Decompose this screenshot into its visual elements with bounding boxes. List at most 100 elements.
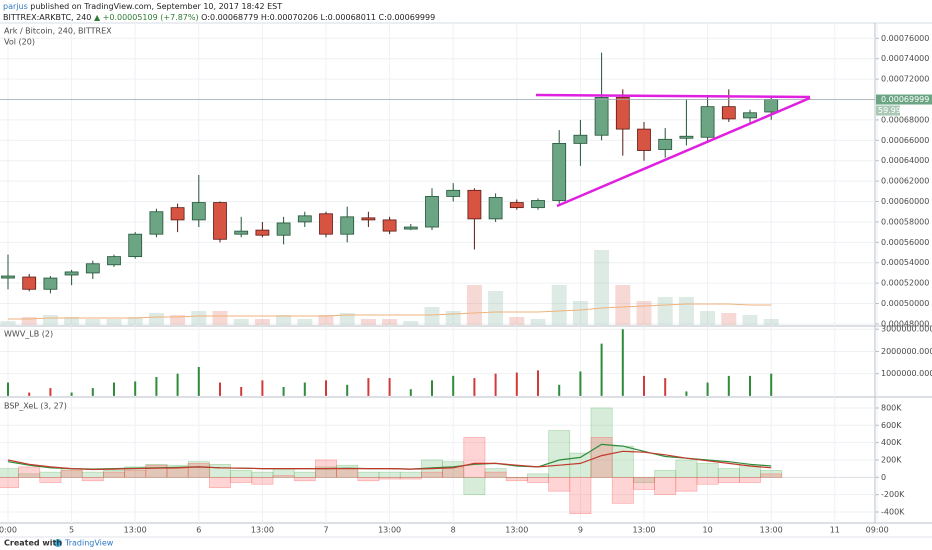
x-tick-label: 10 — [703, 526, 713, 535]
wwv-bar — [113, 382, 115, 396]
bsp-bar — [166, 468, 189, 478]
candle-body — [319, 213, 333, 235]
y-tick-label: 0 — [881, 473, 886, 482]
wwv-bar — [325, 380, 327, 396]
volume-bar — [636, 301, 652, 325]
bsp-bar — [293, 471, 316, 478]
candle-body — [85, 263, 100, 274]
volume-bar — [0, 321, 16, 325]
candle-body — [531, 200, 545, 209]
y-tick-label: -400K — [881, 507, 905, 516]
bsp-bar — [760, 473, 783, 478]
bsp-bar — [209, 477, 231, 489]
volume-bar — [700, 311, 716, 325]
volume-bar — [466, 285, 482, 325]
y-tick-label: 0.00058000 — [881, 217, 929, 226]
x-tick-label: 8 — [451, 526, 456, 535]
volume-bar — [254, 319, 270, 325]
wwv-bar — [537, 370, 539, 396]
candle-body — [721, 106, 736, 120]
volume-bar — [233, 319, 249, 325]
bsp-bar — [548, 477, 571, 492]
volume-bar — [276, 315, 292, 325]
bsp-bar — [209, 464, 231, 478]
symbol-line: BITTREX:ARKBTC, 240 ▲ +0.00005109 (+7.87… — [3, 13, 435, 22]
bsp-bar — [81, 477, 104, 482]
volume-bar — [106, 319, 122, 325]
support-line — [556, 96, 811, 208]
bsp-bar — [272, 475, 295, 478]
wwv-bar — [749, 375, 751, 396]
volume-bar — [191, 311, 207, 325]
bsp-bar — [230, 470, 253, 478]
wwv-bar — [558, 384, 561, 396]
bsp-bar — [717, 477, 740, 483]
x-tick-label: 9 — [578, 526, 583, 535]
candle-body — [552, 142, 567, 201]
candle-body — [340, 216, 355, 235]
wwv-bar — [346, 384, 349, 396]
bsp-bar — [39, 477, 62, 483]
bsp-bar — [103, 471, 125, 478]
volume-bar — [127, 317, 143, 325]
candle-body — [276, 222, 291, 236]
candle-body — [297, 215, 312, 223]
x-tick-label: 11 — [830, 526, 840, 535]
resistance-line — [535, 93, 811, 99]
bsp-bar — [145, 464, 168, 478]
x-tick-label: 0:00 — [0, 526, 17, 535]
wwv-bar — [515, 372, 518, 396]
volume-bar — [21, 317, 37, 325]
pane-title: Ark / Bitcoin, 240, BITTREX — [4, 27, 112, 36]
wwv-bar — [197, 367, 200, 396]
x-tick-label: 13:00 — [760, 526, 783, 535]
wwv-bar — [367, 378, 370, 396]
candle-body — [509, 202, 524, 209]
volume-bar — [64, 317, 80, 325]
volume-bar — [742, 315, 758, 325]
candle-body — [615, 97, 630, 130]
y-tick-label: 0.00054000 — [881, 258, 929, 267]
candle-body — [1, 275, 15, 279]
bsp-bar — [81, 471, 104, 478]
candle-body — [170, 207, 185, 221]
wwv-bar — [664, 378, 667, 396]
marks — [0, 52, 875, 515]
volume-bar — [424, 307, 440, 325]
bsp-bar — [590, 437, 613, 478]
bsp-bar — [739, 477, 761, 483]
y-tick-label: 200K — [881, 455, 902, 464]
candle-body — [467, 189, 482, 220]
candle-body — [361, 217, 376, 221]
footer-brand[interactable]: TradingView — [64, 539, 114, 548]
wwv-bar — [473, 378, 476, 396]
pane-title: BSP_XeL (3, 27) — [4, 402, 67, 411]
y-tick-label: 600K — [881, 421, 902, 430]
bsp-bar — [569, 452, 592, 478]
wwv-bar — [727, 375, 730, 396]
y-tick-label: 0.00068000 — [881, 115, 929, 124]
bsp-bar — [187, 463, 210, 478]
candle-body — [149, 211, 164, 235]
bsp-bar — [357, 477, 380, 482]
wwv-bar — [49, 388, 52, 396]
wwv-bar — [685, 391, 688, 396]
bsp-bar — [675, 459, 698, 478]
volume-bar — [318, 315, 334, 325]
volume-bar — [297, 319, 313, 325]
bsp-bar — [124, 470, 147, 478]
bsp-bar — [548, 430, 571, 478]
y-tick-label: 1000000.0000 — [881, 369, 932, 378]
bsp-bar — [39, 471, 62, 478]
wwv-bar — [240, 387, 243, 396]
candle-body — [22, 276, 37, 290]
x-tick-label: 6 — [196, 526, 201, 535]
y-tick-label: 0.00074000 — [881, 54, 929, 63]
volume-bar — [721, 313, 737, 325]
bsp-bar — [0, 468, 19, 478]
wwv-bar — [28, 392, 31, 396]
bsp-bar — [60, 470, 83, 478]
wwv-bar — [431, 380, 433, 396]
